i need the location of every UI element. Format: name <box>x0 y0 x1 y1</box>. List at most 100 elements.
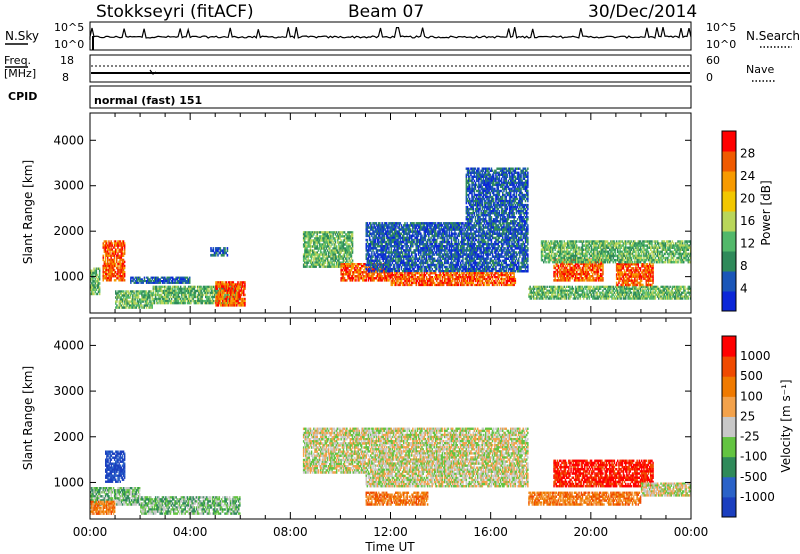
heatmap-cell <box>152 280 155 283</box>
heatmap-cell <box>305 251 307 254</box>
heatmap-cell <box>142 300 144 303</box>
heatmap-cell <box>376 226 379 229</box>
heatmap-cell <box>374 242 377 246</box>
heatmap-cell <box>223 247 225 250</box>
heatmap-cell <box>212 299 215 303</box>
heatmap-cell <box>306 235 308 238</box>
heatmap-cell <box>370 259 372 263</box>
heatmap-cell <box>375 236 378 240</box>
heatmap-cell <box>379 224 381 227</box>
heatmap-cell <box>237 295 239 299</box>
heatmap-cell <box>111 250 113 253</box>
heatmap-cell <box>104 266 107 270</box>
heatmap-cell <box>305 261 307 264</box>
heatmap-cell <box>198 297 200 301</box>
heatmap-cell <box>168 276 171 279</box>
heatmap-cell <box>348 247 350 250</box>
heatmap-cell <box>376 279 379 282</box>
heatmap-cell <box>378 249 380 252</box>
heatmap-cell <box>107 279 109 282</box>
nave-label: Nave <box>746 63 774 76</box>
heatmap-cell <box>112 246 115 249</box>
heatmap-cell <box>388 275 390 278</box>
heatmap-cell <box>324 239 326 242</box>
heatmap-cell <box>216 295 218 299</box>
heatmap-cell <box>215 283 217 286</box>
heatmap-cell <box>143 290 145 293</box>
heatmap-cell <box>222 293 224 297</box>
heatmap-cell <box>343 243 346 246</box>
heatmap-cell <box>134 280 137 283</box>
heatmap-cell <box>374 234 377 238</box>
heatmap-cell <box>164 295 166 299</box>
heatmap-cell <box>91 271 93 275</box>
heatmap-cell <box>190 299 192 303</box>
heatmap-cell <box>373 265 375 269</box>
heatmap-cell <box>161 285 164 289</box>
heatmap-cell <box>168 280 171 283</box>
heatmap-cell <box>156 297 158 301</box>
heatmap-cell <box>238 293 240 297</box>
heatmap-cell <box>150 280 152 283</box>
heatmap-cell <box>214 247 217 250</box>
heatmap-cell <box>368 232 371 235</box>
heatmap-cell <box>128 300 131 303</box>
heatmap-cell <box>342 263 345 266</box>
heatmap-cell <box>90 292 92 296</box>
heatmap-cell <box>347 253 349 256</box>
heatmap-cell <box>110 279 112 282</box>
heatmap-cell <box>162 299 165 303</box>
heatmap-cell <box>339 231 341 234</box>
heatmap-cell <box>365 242 367 246</box>
heatmap-cell <box>223 251 225 255</box>
heatmap-cell <box>379 230 381 233</box>
heatmap-cell <box>240 283 243 286</box>
heatmap-cell <box>241 285 244 288</box>
heatmap-cell <box>339 249 341 252</box>
heatmap-cell <box>90 271 92 275</box>
heatmap-cell <box>327 251 330 254</box>
heatmap-cell <box>319 249 322 252</box>
heatmap-cell <box>122 268 125 272</box>
heatmap-cell <box>117 256 119 259</box>
heatmap-cell <box>150 294 152 297</box>
heatmap-cell <box>332 263 334 266</box>
heatmap-cell <box>206 291 208 295</box>
heatmap-cell <box>341 277 344 280</box>
heatmap-cell <box>306 263 308 266</box>
heatmap-cell <box>170 293 173 297</box>
heatmap-cell <box>225 295 228 299</box>
heatmap-cell <box>112 252 115 255</box>
heatmap-cell <box>376 255 379 258</box>
heatmap-cell <box>129 300 132 303</box>
heatmap-cell <box>370 261 372 265</box>
heatmap-cell <box>105 240 108 243</box>
heatmap-cell <box>216 285 218 288</box>
heatmap-cell <box>108 242 110 245</box>
heatmap-cell <box>159 301 161 305</box>
heatmap-cell <box>330 249 332 252</box>
heatmap-cell <box>102 268 104 272</box>
heatmap-cell <box>226 247 229 250</box>
heatmap-cell <box>107 252 109 255</box>
heatmap-cell <box>318 265 321 268</box>
heatmap-cell <box>141 296 143 299</box>
heatmap-cell <box>349 247 351 250</box>
heatmap-cell <box>302 263 305 266</box>
heatmap-cell <box>172 280 174 283</box>
heatmap-cell <box>118 294 120 297</box>
heatmap-cell <box>224 302 227 305</box>
heatmap-cell <box>207 301 209 305</box>
heatmap-cell <box>323 263 325 266</box>
heatmap-cell <box>109 242 111 245</box>
heatmap-cell <box>218 297 221 301</box>
heatmap-cell <box>116 250 118 253</box>
heatmap-cell <box>189 291 191 295</box>
heatmap-cell <box>223 299 225 303</box>
heatmap-cell <box>121 264 124 268</box>
heatmap-cell <box>142 298 144 301</box>
heatmap-cell <box>95 267 98 270</box>
heatmap-cell <box>126 290 128 293</box>
heatmap-cell <box>136 292 139 295</box>
